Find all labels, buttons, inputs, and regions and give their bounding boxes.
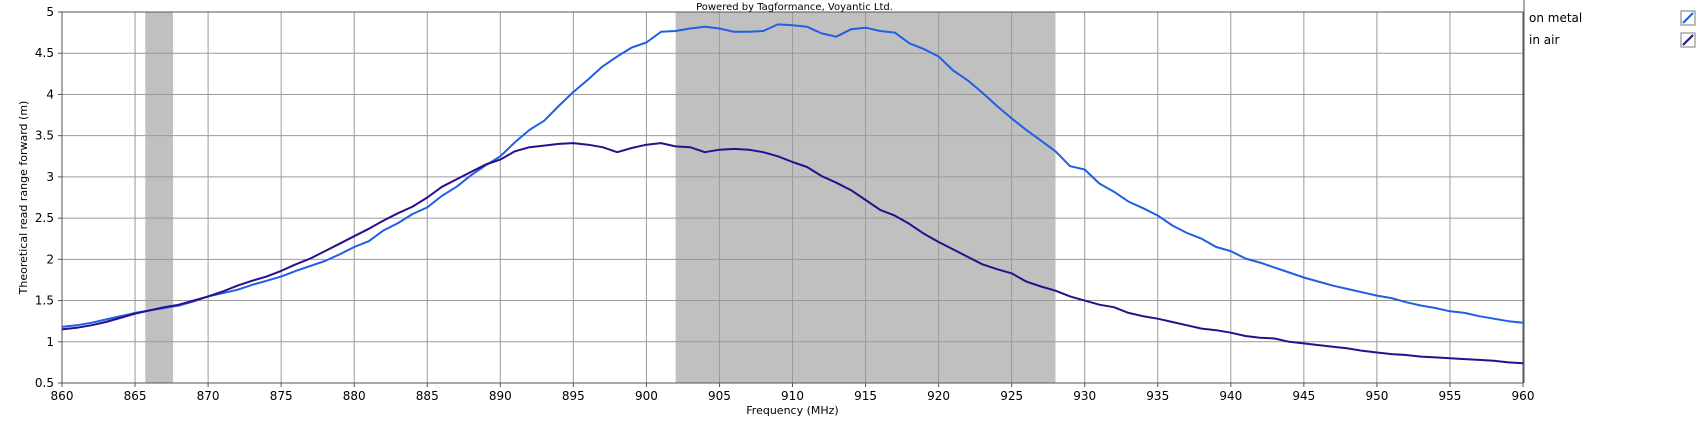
y-tick-label: 3.5	[35, 129, 54, 143]
x-tick-label: 900	[635, 389, 658, 403]
x-tick-label: 885	[416, 389, 439, 403]
legend-label: on metal	[1529, 11, 1582, 25]
y-tick-label: 2.5	[35, 211, 54, 225]
x-tick-label: 865	[124, 389, 147, 403]
x-tick-label: 890	[489, 389, 512, 403]
x-tick-label: 930	[1073, 389, 1096, 403]
y-tick-label: 4.5	[35, 46, 54, 60]
y-tick-labels: 0.5 1 1.5 2 2.5 3 3.5 4 4.5 5	[35, 5, 54, 390]
x-tick-labels: 860 865 870 875 880 885 890 895 900 905 910 915 920 9…	[51, 389, 1535, 403]
x-tick-label: 915	[854, 389, 877, 403]
x-tick-label: 925	[1000, 389, 1023, 403]
x-tick-label: 950	[1365, 389, 1388, 403]
legend-line-icon	[1682, 12, 1694, 24]
series-line-in-air	[61, 142, 1524, 365]
y-tick-label: 4	[46, 87, 54, 101]
y-tick-label: 3	[46, 170, 54, 184]
legend-line-icon	[1682, 34, 1694, 46]
y-tick-label: 0.5	[35, 376, 54, 390]
x-tick-label: 960	[1512, 389, 1535, 403]
series-line-on-metal	[61, 23, 1524, 328]
shaded-band-0	[145, 12, 174, 383]
y-axis-title: Theoretical read range forward (m)	[17, 101, 30, 296]
plot-frame	[61, 11, 1524, 384]
x-tick-label: 920	[927, 389, 950, 403]
y-tick-label: 5	[46, 5, 54, 19]
x-tick-label: 905	[708, 389, 731, 403]
series-lines	[61, 23, 1524, 365]
legend-label: in air	[1529, 33, 1559, 47]
x-axis-title: Frequency (MHz)	[746, 404, 838, 417]
x-tick-label: 945	[1292, 389, 1315, 403]
legend: on metal in air	[1529, 10, 1696, 48]
x-tick-label: 870	[197, 389, 220, 403]
x-tick-label: 875	[270, 389, 293, 403]
y-tick-label: 1.5	[35, 294, 54, 308]
x-tick-label: 955	[1438, 389, 1461, 403]
x-tick-label: 940	[1219, 389, 1242, 403]
y-tick-label: 1	[46, 335, 54, 349]
x-tick-label: 860	[51, 389, 74, 403]
x-tick-label: 880	[343, 389, 366, 403]
x-tick-label: 910	[781, 389, 804, 403]
credit-text: Powered by Tagformance, Voyantic Ltd.	[696, 2, 893, 13]
x-tick-label: 895	[562, 389, 585, 403]
x-tick-label: 935	[1146, 389, 1169, 403]
y-tick-label: 2	[46, 252, 54, 266]
